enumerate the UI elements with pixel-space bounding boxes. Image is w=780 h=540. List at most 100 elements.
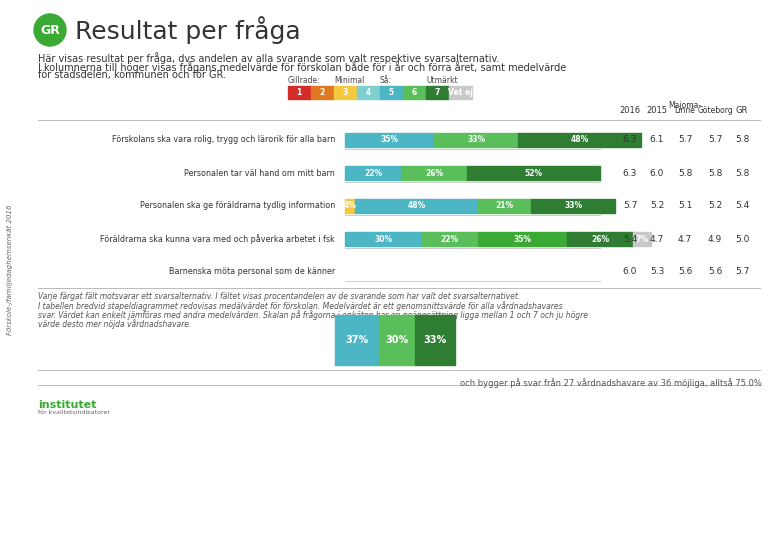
Bar [380,86,402,99]
Text: 5.8: 5.8 [707,168,722,178]
Text: 4%: 4% [344,201,356,211]
Text: 6.3: 6.3 [622,168,637,178]
Text: 4.7: 4.7 [650,234,664,244]
Text: 48%: 48% [407,201,426,211]
Text: 2: 2 [320,88,325,97]
Text: Linné: Linné [675,106,696,115]
Text: värde desto mer nöjda vårdnadshavare.: värde desto mer nöjda vårdnadshavare. [38,319,191,329]
Text: 35%: 35% [381,136,399,145]
Text: 5.7: 5.7 [707,136,722,145]
Text: I tabellen bredvid stapeldiagrammet redovisas medälvärdet för förskolan. Medelvä: I tabellen bredvid stapeldiagrammet redo… [38,301,562,311]
Bar [345,232,421,246]
Text: GR: GR [736,106,748,115]
Text: Resultat per fråga: Resultat per fråga [75,16,300,44]
Circle shape [34,14,66,46]
Text: 7: 7 [434,88,440,97]
Bar [477,199,531,213]
Text: Förskolans ska vara rolig, trygg och lärorik för alla barn: Förskolans ska vara rolig, trygg och lär… [112,136,335,145]
Text: 21%: 21% [495,201,513,211]
Text: Vet ej: Vet ej [448,88,473,97]
Bar [345,133,434,147]
Text: Utmärkt: Utmärkt [426,76,458,85]
Text: 5.8: 5.8 [735,136,749,145]
Bar [426,86,448,99]
Text: 5.1: 5.1 [678,201,692,211]
Bar [633,232,651,246]
Bar [434,133,519,147]
Text: 5.4: 5.4 [735,201,749,211]
Text: 5.2: 5.2 [708,201,722,211]
Bar [288,86,310,99]
Bar [403,86,426,99]
Text: 5.7: 5.7 [735,267,749,276]
Text: 5.3: 5.3 [650,267,665,276]
Text: 5.6: 5.6 [707,267,722,276]
Text: Göteborg: Göteborg [697,106,733,115]
Text: 48%: 48% [570,136,589,145]
Text: 2016: 2016 [619,106,640,115]
Text: 22%: 22% [364,168,382,178]
Text: Föräldrarna ska kunna vara med och påverka arbetet i fsk: Föräldrarna ska kunna vara med och påver… [101,234,335,244]
Text: 5.7: 5.7 [622,201,637,211]
Bar [519,133,641,147]
Bar [379,315,416,365]
Text: 3: 3 [342,88,348,97]
Text: institutet: institutet [38,400,97,410]
Text: Så:: Så: [380,76,392,85]
Text: 33%: 33% [564,201,583,211]
Bar [401,166,467,180]
Bar [334,86,356,99]
Bar [449,86,471,99]
Text: 5.0: 5.0 [735,234,749,244]
Text: Personalen ska ge föräldrarna tydlig information: Personalen ska ge föräldrarna tydlig inf… [140,201,335,211]
Bar [567,232,633,246]
Text: Varje färgat fält motsvarar ett svarsalternativ. I fältet visas procentandelen a: Varje färgat fält motsvarar ett svarsalt… [38,292,520,301]
Text: för stadsdelen, kommunen och för GR.: för stadsdelen, kommunen och för GR. [38,70,226,80]
Text: 1: 1 [296,88,302,97]
Text: för kvalitetsindikatorer: för kvalitetsindikatorer [38,410,110,415]
Bar [335,315,379,365]
Text: 6.0: 6.0 [622,267,637,276]
Text: 5.4: 5.4 [623,234,637,244]
Text: Barnenska möta personal som de känner: Barnenska möta personal som de känner [168,267,335,276]
Text: Personalen tar väl hand om mitt barn: Personalen tar väl hand om mitt barn [184,168,335,178]
Text: 4.7: 4.7 [678,234,692,244]
Bar [531,199,615,213]
Text: 6.0: 6.0 [650,168,665,178]
Text: 22%: 22% [441,234,459,244]
Bar [477,232,567,246]
Text: 52%: 52% [525,168,543,178]
Text: Majoma-: Majoma- [668,101,701,110]
Text: 26%: 26% [425,168,443,178]
Text: 5: 5 [388,88,394,97]
Bar [357,86,380,99]
Text: 4.9: 4.9 [708,234,722,244]
Text: 35%: 35% [513,234,531,244]
Text: 33%: 33% [424,335,447,345]
Text: I kolumnerna till höger visas frågans medelvärde för förskolan både för i år och: I kolumnerna till höger visas frågans me… [38,61,566,73]
Bar [421,232,477,246]
Text: Här visas resultat per fråga, dvs andelen av alla svarande som valt respektive s: Här visas resultat per fråga, dvs andele… [38,52,499,64]
Text: Förskole-/familjedaghemsenkät 2016: Förskole-/familjedaghemsenkät 2016 [7,205,13,335]
Text: 6: 6 [412,88,417,97]
Text: 5.7: 5.7 [678,136,692,145]
Bar [355,199,477,213]
Bar [416,315,455,365]
Bar [345,199,355,213]
Text: 2015: 2015 [647,106,668,115]
Text: 4: 4 [366,88,370,97]
Text: GR: GR [40,24,60,37]
Text: 6.1: 6.1 [650,136,665,145]
Text: 30%: 30% [386,335,409,345]
Text: 5.8: 5.8 [735,168,749,178]
Text: och bygger på svar från 27 vårdnadshavare av 36 möjliga, alltså 75.0%: och bygger på svar från 27 vårdnadshavar… [460,378,762,388]
Text: Minimal: Minimal [334,76,364,85]
Text: 26%: 26% [591,234,609,244]
Bar [345,166,401,180]
Text: svar. Värdet kan enkelt jämföras med andra medelvärden. Skalan på frågorna i enk: svar. Värdet kan enkelt jämföras med and… [38,310,588,320]
Text: 30%: 30% [374,234,392,244]
Text: 33%: 33% [467,136,485,145]
Text: 37%: 37% [346,335,369,345]
Text: Gillrade:: Gillrade: [288,76,321,85]
Bar [311,86,334,99]
